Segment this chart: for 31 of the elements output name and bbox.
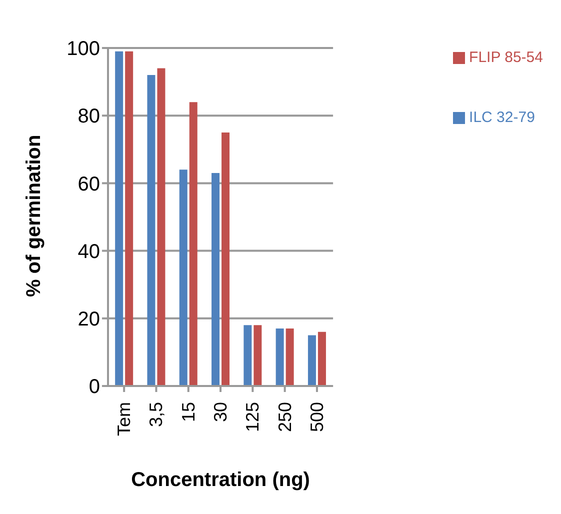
bar xyxy=(308,335,316,386)
y-tick-label: 20 xyxy=(78,308,100,330)
bar xyxy=(147,75,156,386)
x-tick-label: 30 xyxy=(210,402,231,422)
y-tick-label: 100 xyxy=(66,38,100,60)
bar xyxy=(212,173,220,386)
bar xyxy=(276,328,284,386)
legend-label: FLIP 85-54 xyxy=(469,49,543,66)
y-tick-label: 40 xyxy=(78,240,100,263)
bar xyxy=(222,132,230,386)
x-tick-label: 500 xyxy=(306,402,327,432)
legend-label: ILC 32-79 xyxy=(469,109,535,126)
bar xyxy=(286,328,294,386)
bar xyxy=(179,170,188,386)
x-tick-label: 125 xyxy=(242,402,263,432)
x-tick-label: 3,5 xyxy=(146,402,166,428)
y-tick-label: 0 xyxy=(88,376,100,398)
bar xyxy=(157,68,166,386)
x-tick-label: Tem xyxy=(114,402,134,436)
bar xyxy=(115,51,124,386)
x-tick-label: 15 xyxy=(178,402,198,422)
y-tick-label: 60 xyxy=(78,173,100,196)
y-axis-title: % of germination xyxy=(23,134,46,297)
bar xyxy=(254,325,262,386)
bar xyxy=(318,332,326,386)
x-tick-label: 250 xyxy=(274,402,295,432)
x-axis-title: Concentration (ng) xyxy=(131,469,310,491)
bar xyxy=(189,102,198,386)
bar xyxy=(244,325,252,386)
y-tick-label: 80 xyxy=(78,106,100,128)
bar xyxy=(125,51,134,386)
